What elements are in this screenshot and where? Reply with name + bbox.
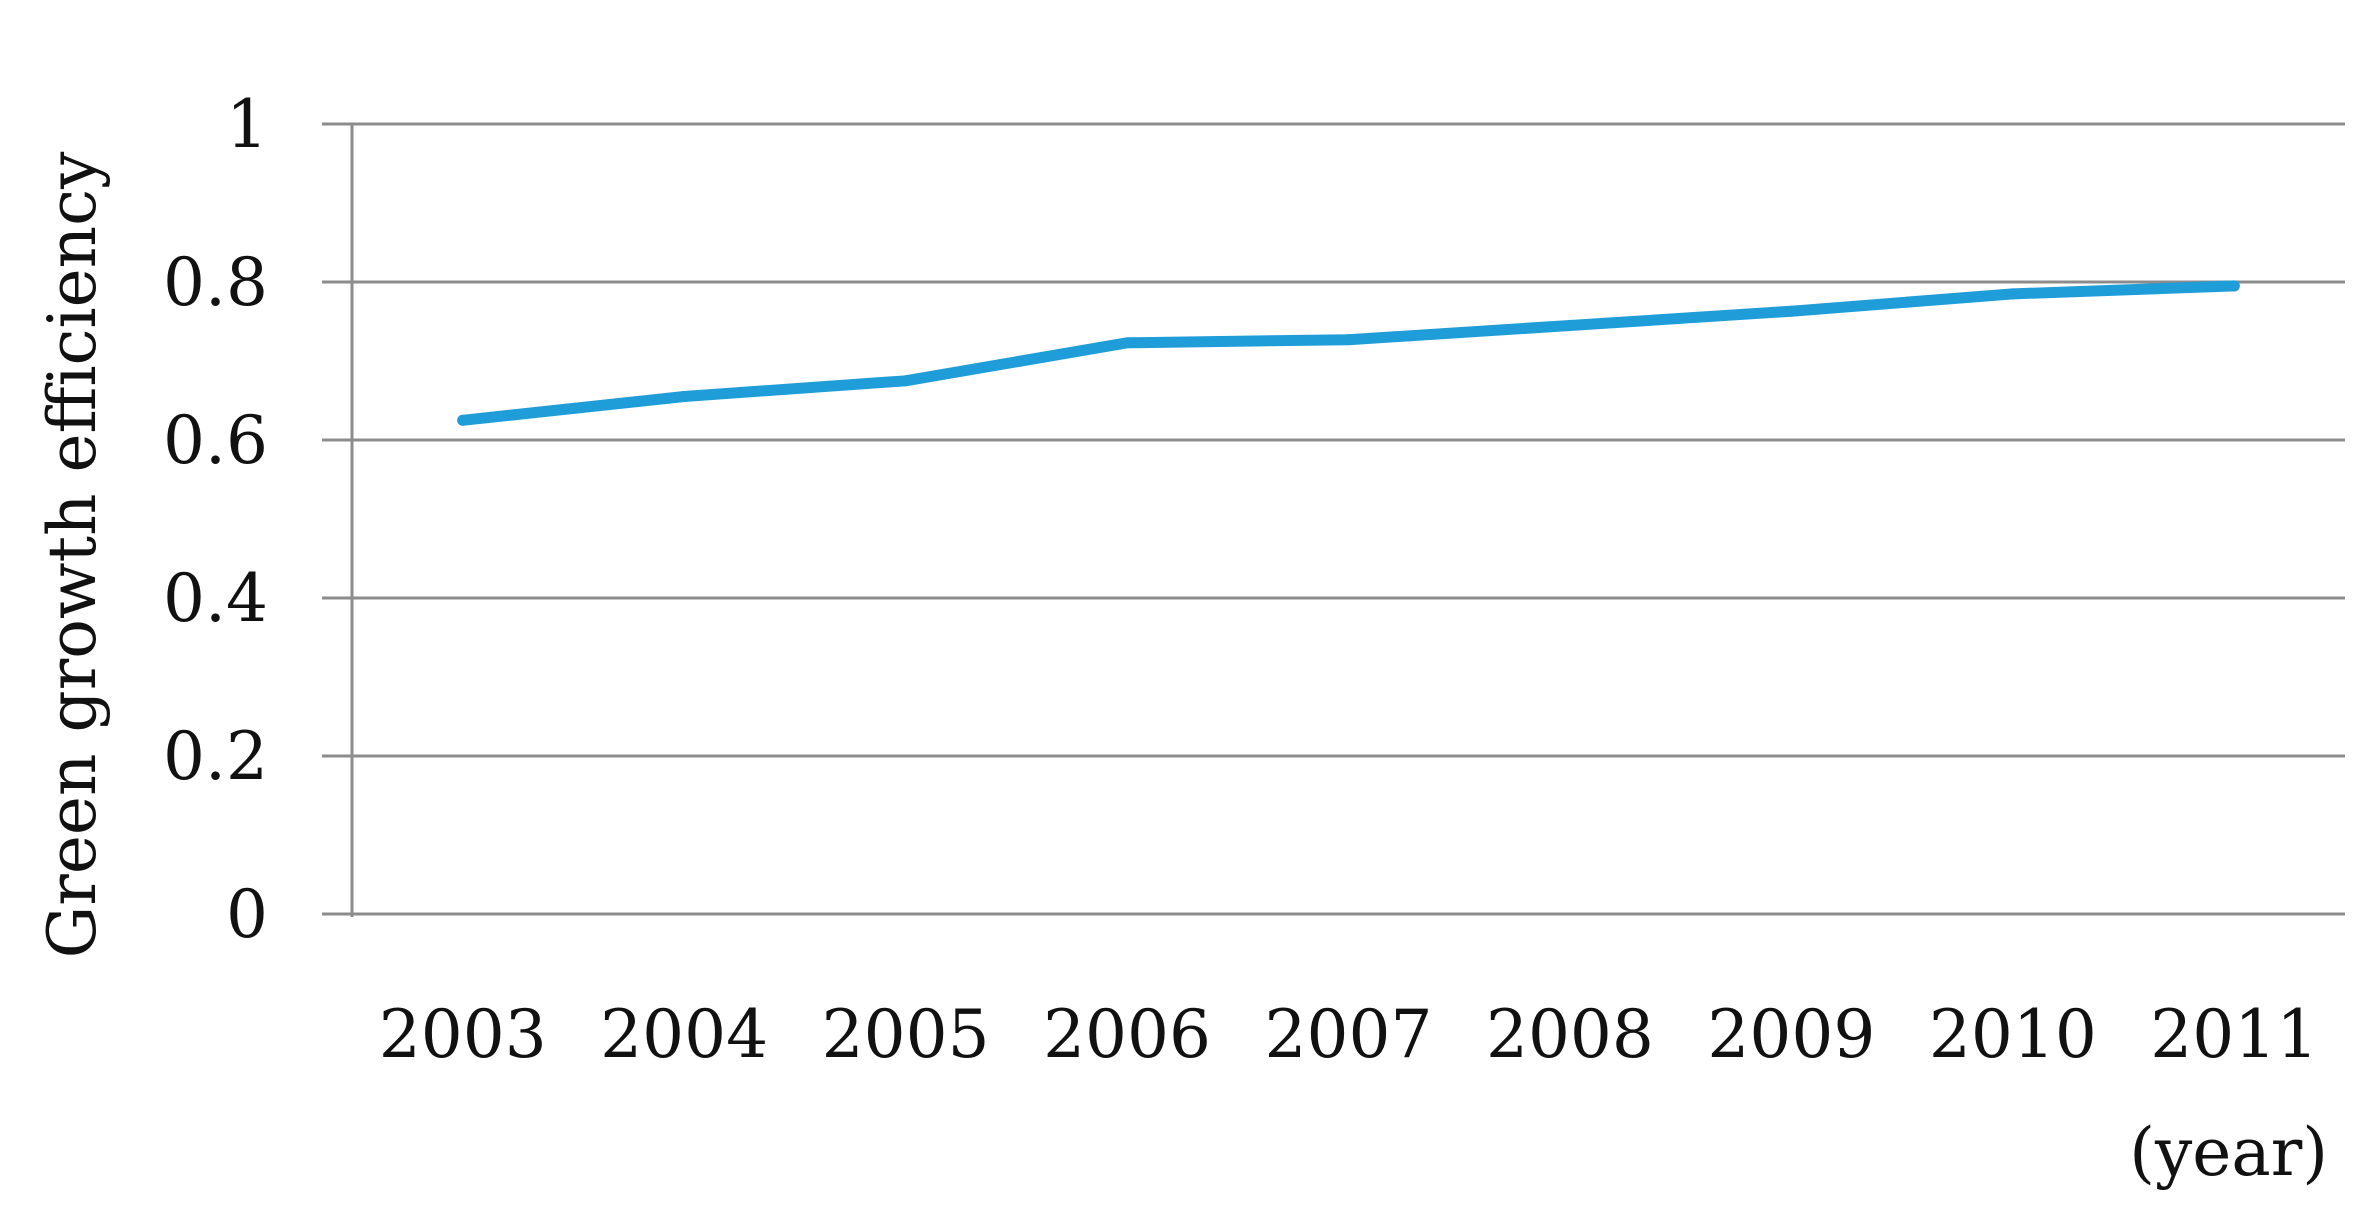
y-tick-labels: 0 0.2 0.4 0.6 0.8 1 [163,86,268,953]
x-tick-label-2010: 2010 [1929,996,2097,1073]
data-point-2004 [678,391,690,403]
y-axis-title: Green growth efficiency [34,151,111,959]
x-tick-label-2005: 2005 [822,996,990,1073]
data-point-2008 [1564,319,1576,331]
x-tick-label-2011: 2011 [2150,996,2318,1073]
y-tick-label-1: 0.2 [163,718,268,795]
series-line-0 [457,280,2240,426]
data-point-2010 [2007,288,2019,300]
x-axis-title: (year) [2129,1114,2328,1191]
data-point-2007 [1343,334,1354,346]
x-tick-label-2008: 2008 [1486,996,1654,1073]
x-tick-labels: 2003 2004 2005 2006 2007 2008 2009 2010 2011 [379,996,2319,1073]
data-point-2011 [2228,280,2240,292]
data-point-2006 [1121,337,1133,349]
y-tick-label-4: 0.8 [163,244,268,321]
data-point-2009 [1785,305,1797,317]
x-tick-label-2006: 2006 [1043,996,1211,1073]
y-tick-label-2: 0.4 [163,560,268,637]
x-tick-label-2009: 2009 [1707,996,1875,1073]
y-tick-label-3: 0.6 [163,402,268,479]
x-tick-label-2004: 2004 [600,996,768,1073]
data-point-2005 [900,375,912,387]
y-tick-label-0: 0 [226,876,268,953]
gridlines [322,122,2345,916]
data-point-2003 [457,414,469,426]
y-tick-label-5: 1 [226,86,268,163]
x-tick-label-2003: 2003 [379,996,547,1073]
series-lines [457,280,2240,426]
x-tick-label-2007: 2007 [1265,996,1433,1073]
